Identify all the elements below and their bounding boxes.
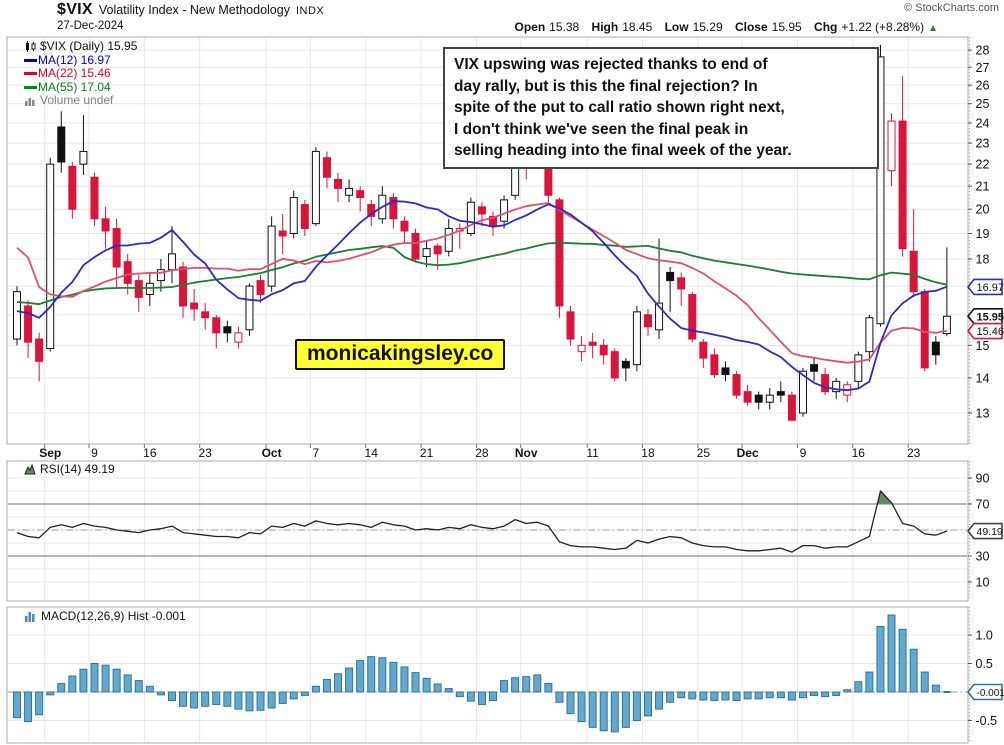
svg-text:1.0: 1.0 <box>976 629 993 643</box>
svg-text:24: 24 <box>976 117 990 131</box>
svg-text:22: 22 <box>976 158 990 172</box>
svg-text:14: 14 <box>365 446 379 460</box>
svg-text:49.19: 49.19 <box>977 526 1003 538</box>
date-axis: Sep 9 16 23 Oct 7 14 21 28 Nov 11 18 25 Dec 9 16 23 <box>39 444 921 460</box>
svg-text:15: 15 <box>976 339 990 353</box>
svg-text:30: 30 <box>976 550 990 564</box>
svg-text:Oct: Oct <box>262 446 282 460</box>
svg-text:11: 11 <box>586 446 599 460</box>
chg-value: +1.22 (+8.28%) <box>841 20 925 34</box>
legend-series-vix-label: $VIX (Daily) 15.95 <box>40 39 138 53</box>
svg-text:27: 27 <box>976 61 990 75</box>
svg-text:16: 16 <box>143 446 157 460</box>
low-label: Low <box>664 20 689 34</box>
svg-text:23: 23 <box>976 137 990 151</box>
legend-item-ma12: MA(12) 16.97 <box>24 52 137 68</box>
macd-histogram-icon <box>24 611 37 622</box>
svg-text:-0.5: -0.5 <box>976 714 998 728</box>
svg-text:25: 25 <box>976 97 990 111</box>
rsi-panel-layer: 90 70 30 10 49.19 <box>8 472 1003 590</box>
annotation-text-box: VIX upswing was rejected thanks to end o… <box>443 47 879 169</box>
candlestick-icon <box>24 41 37 53</box>
svg-text:21: 21 <box>420 446 434 460</box>
macd-panel-layer: 1.0 0.5 -0.5 -0.001 <box>8 614 1004 733</box>
main-chart-legend: $VIX (Daily) 15.95 MA(12) 16.97 MA(22) 1… <box>24 39 138 108</box>
price-axis: 28272625242322212019181716151413 <box>968 44 989 421</box>
ma12-line-swatch <box>24 58 37 62</box>
legend-ma12-label: MA(12) 16.97 <box>38 52 111 67</box>
candlestick-layer <box>13 45 951 421</box>
svg-text:20: 20 <box>976 203 990 217</box>
svg-text:28: 28 <box>976 44 990 58</box>
svg-text:23: 23 <box>199 446 213 460</box>
svg-text:28: 28 <box>475 446 489 460</box>
instrument-name: Volatility Index - New Methodology <box>98 3 290 17</box>
svg-text:14: 14 <box>976 371 990 385</box>
legend-series-vix: $VIX (Daily) 15.95 <box>24 39 138 54</box>
macd-label-row: MACD(12,26,9) Hist -0.001 <box>24 609 186 623</box>
svg-text:9: 9 <box>91 446 98 460</box>
rsi-label: RSI(14) 49.19 <box>40 462 115 476</box>
chart-date: 27-Dec-2024 <box>57 20 124 32</box>
svg-text:90: 90 <box>976 472 990 486</box>
high-label: High <box>591 20 619 34</box>
price-tag-layer: 16.97 15.95 15.46 <box>966 278 1004 340</box>
svg-text:10: 10 <box>976 576 990 590</box>
chart-title: $VIX Volatility Index - New Methodology IN… <box>57 1 324 19</box>
legend-ma22-label: MA(22) 15.46 <box>38 66 111 80</box>
low-value: 15.29 <box>692 20 723 34</box>
svg-text:18: 18 <box>641 446 655 460</box>
open-label: Open <box>514 20 546 34</box>
moving-average-layer <box>16 200 948 392</box>
close-value: 15.95 <box>771 20 802 34</box>
svg-text:16: 16 <box>852 446 866 460</box>
svg-text:-0.001: -0.001 <box>977 688 1004 699</box>
legend-item-ma22: MA(22) 15.46 <box>24 66 137 81</box>
exchange-code: INDX <box>295 5 325 17</box>
ma55-line-swatch <box>24 85 37 89</box>
change-up-icon: ▲ <box>928 23 938 34</box>
svg-text:13: 13 <box>976 407 990 421</box>
svg-text:25: 25 <box>697 446 711 460</box>
svg-text:15.95: 15.95 <box>977 311 1004 323</box>
legend-item-volume: Volume undef <box>24 93 137 108</box>
stockcharts-copyright-link[interactable]: © StockCharts.com <box>904 2 999 14</box>
volume-bars-icon <box>24 96 37 106</box>
svg-text:7: 7 <box>313 446 320 460</box>
rsi-indicator-icon <box>24 463 36 475</box>
svg-text:15.46: 15.46 <box>977 326 1004 338</box>
svg-text:23: 23 <box>907 446 921 460</box>
svg-text:9: 9 <box>800 446 807 460</box>
close-label: Close <box>734 20 768 34</box>
ma22-line-swatch <box>24 72 37 76</box>
chg-label: Chg <box>814 20 838 34</box>
svg-text:16.97: 16.97 <box>977 282 1004 294</box>
svg-text:Sep: Sep <box>39 446 61 460</box>
svg-text:0.5: 0.5 <box>976 657 993 671</box>
svg-text:70: 70 <box>976 498 990 512</box>
svg-text:18: 18 <box>976 253 990 267</box>
open-value: 15.38 <box>549 20 580 34</box>
high-value: 18.45 <box>622 20 653 34</box>
svg-text:Nov: Nov <box>515 446 538 460</box>
svg-text:26: 26 <box>976 79 990 93</box>
svg-text:Dec: Dec <box>737 446 759 460</box>
macd-label: MACD(12,26,9) Hist -0.001 <box>41 609 186 623</box>
legend-ma55-label: MA(55) 17.04 <box>38 79 111 94</box>
ohlc-summary-row: Open 15.38 High 18.45 Low 15.29 Close 15.95 … <box>515 20 939 34</box>
ticker-symbol: $VIX <box>57 1 93 18</box>
svg-text:19: 19 <box>976 227 990 241</box>
legend-volume-label: Volume undef <box>40 93 114 107</box>
watermark-stamp: monicakingsley.co <box>295 339 506 370</box>
rsi-label-row: RSI(14) 49.19 <box>24 462 115 476</box>
legend-item-ma55: MA(55) 17.04 <box>24 79 137 95</box>
svg-text:21: 21 <box>976 180 990 194</box>
